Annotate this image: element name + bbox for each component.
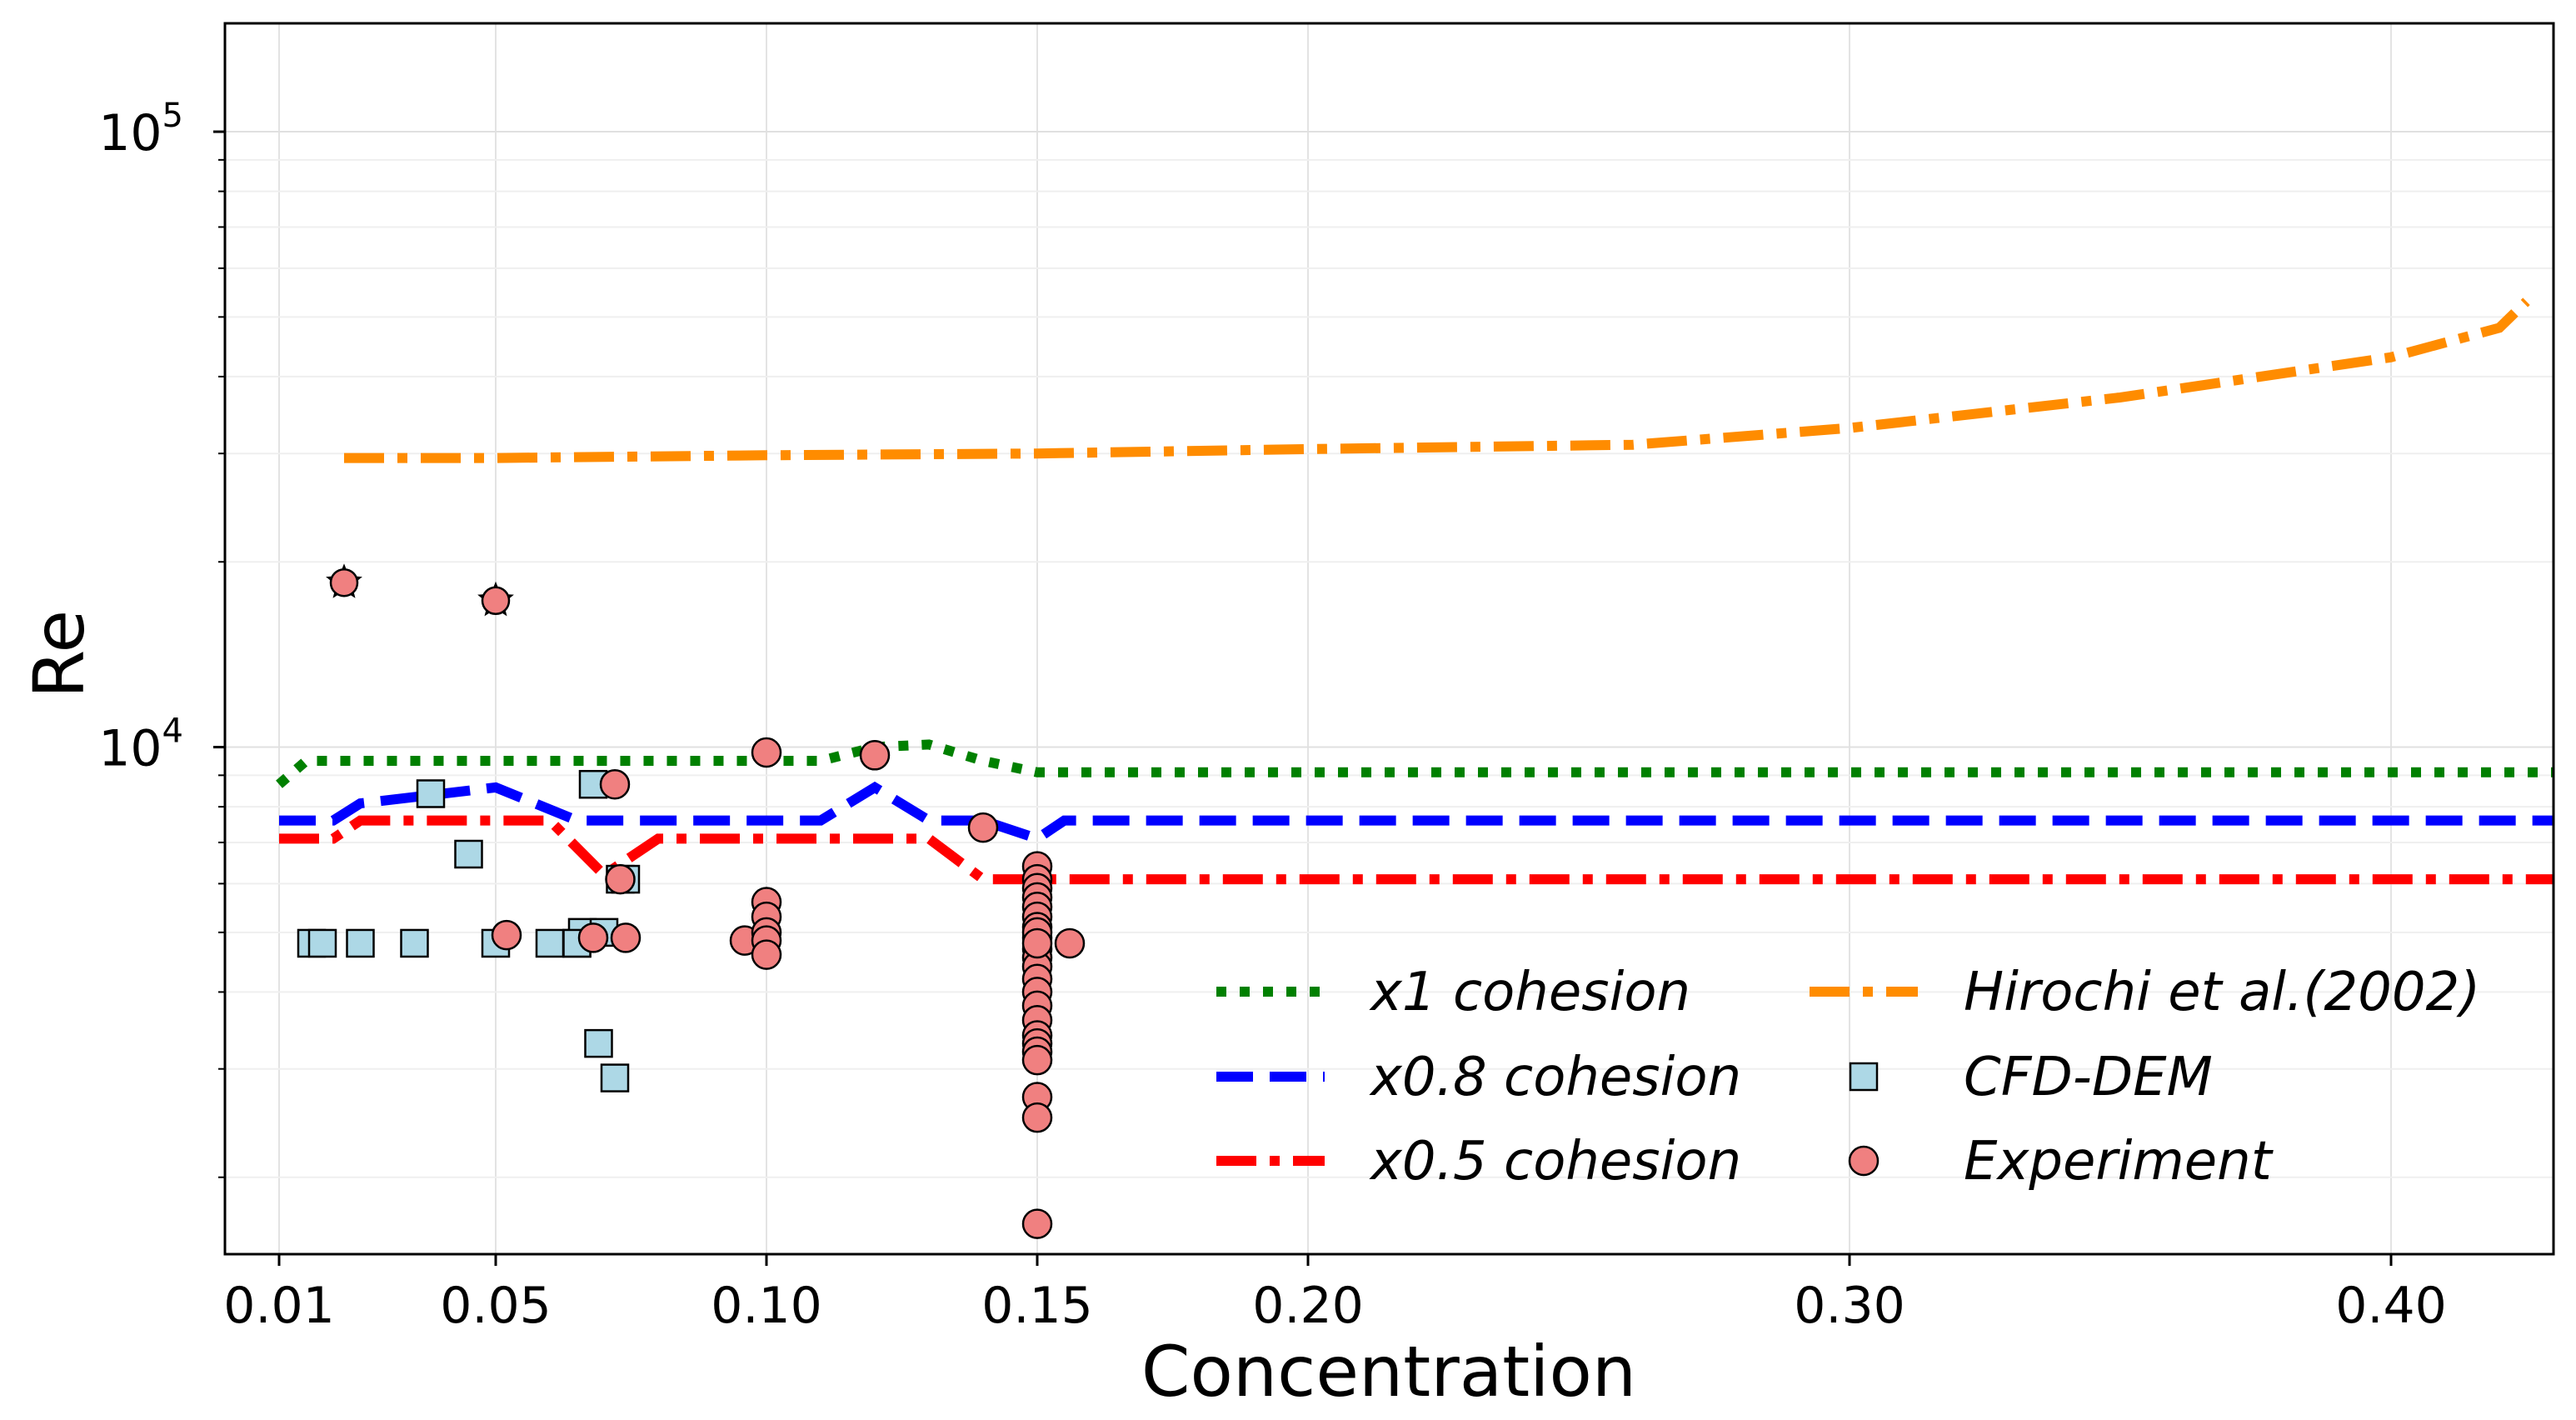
series-line-hirochi-et-al-2002: [344, 298, 2530, 463]
data-point-square: [600, 1063, 630, 1092]
legend: x1 cohesion x0.8 cohesion x0.5 cohesion Hir…: [1216, 962, 2480, 1192]
data-point-circle-star: [326, 563, 362, 598]
data-point-square: [454, 839, 483, 869]
legend-label: CFD-DEM: [1964, 1047, 2213, 1108]
x-tick-label: 0.05: [440, 1277, 552, 1335]
point-circle: [329, 568, 359, 598]
legend-label: x0.8 cohesion: [1369, 1047, 1741, 1108]
y-tick-label: 105: [98, 97, 183, 162]
legend-item-x0-8-cohesion: x0.8 cohesion: [1216, 1047, 1741, 1108]
legend-label: x1 cohesion: [1369, 962, 1690, 1023]
data-point-circle: [967, 812, 999, 843]
data-point-square: [584, 1028, 613, 1058]
legend-item-hirochi-et-al-2002: Hirochi et al.(2002): [1810, 962, 2480, 1023]
data-point-circle: [1054, 928, 1086, 959]
x-tick-label: 0.20: [1252, 1277, 1364, 1335]
series-line-x0-8-cohesion: [279, 781, 2554, 845]
point-circle: [481, 586, 511, 615]
data-point-circle: [1021, 1044, 1053, 1076]
data-point-square: [307, 928, 337, 958]
x-tick-label: 0.30: [1794, 1277, 1905, 1335]
y-axis-label: Re: [18, 610, 100, 698]
x-axis-label: Concentration: [1141, 1331, 1636, 1412]
x-tick-label: 0.01: [223, 1277, 335, 1335]
legend-item-x0-5-cohesion: x0.5 cohesion: [1216, 1131, 1741, 1192]
data-point-circle: [859, 740, 891, 771]
legend-label: Experiment: [1964, 1131, 2274, 1192]
series-points-experiment-starred: [326, 563, 514, 617]
data-point-circle: [491, 919, 522, 951]
x-tick-label: 0.10: [711, 1277, 822, 1335]
x-tick-label: 0.40: [2335, 1277, 2447, 1335]
data-point-circle: [610, 922, 642, 953]
x-tick-label: 0.15: [981, 1277, 1093, 1335]
data-point-square: [535, 928, 565, 958]
legend-item-cfd-dem: CFD-DEM: [1849, 1047, 2213, 1108]
data-point-circle: [1021, 1102, 1053, 1133]
data-point-circle: [751, 737, 782, 768]
data-point-circle: [751, 939, 782, 970]
data-point-circle: [605, 863, 636, 895]
y-tick-exponent: 4: [162, 712, 183, 751]
series-line-x0-5-cohesion: [279, 815, 2554, 885]
series-points-experiment: [491, 737, 1086, 1239]
legend-label: Hirochi et al.(2002): [1964, 962, 2480, 1023]
data-point-circle-star: [477, 581, 514, 617]
data-point-square: [400, 928, 429, 958]
axes-layer: 0.01 0.05 0.10 0.15 0.20 0.30 0.40 104 105: [98, 97, 2447, 1335]
data-point-circle: [599, 768, 631, 800]
data-point-circle: [1021, 928, 1053, 959]
y-tick-label: 104: [98, 712, 183, 778]
legend-label: x0.5 cohesion: [1369, 1131, 1741, 1192]
legend-swatch-circle: [1848, 1145, 1880, 1177]
markers-layer: [297, 563, 1086, 1239]
data-point-circle: [1021, 1208, 1053, 1239]
data-point-square: [416, 779, 446, 808]
series-line-x1-cohesion: [276, 739, 2554, 788]
legend-item-experiment: Experiment: [1848, 1131, 2274, 1192]
plot-frame: [223, 22, 2555, 1256]
series-layer: [276, 298, 2554, 885]
legend-item-x1-cohesion: x1 cohesion: [1216, 962, 1690, 1023]
y-tick-exponent: 5: [162, 97, 183, 135]
legend-swatch-square: [1849, 1062, 1879, 1092]
data-point-circle: [577, 922, 609, 953]
data-point-square: [346, 928, 375, 958]
